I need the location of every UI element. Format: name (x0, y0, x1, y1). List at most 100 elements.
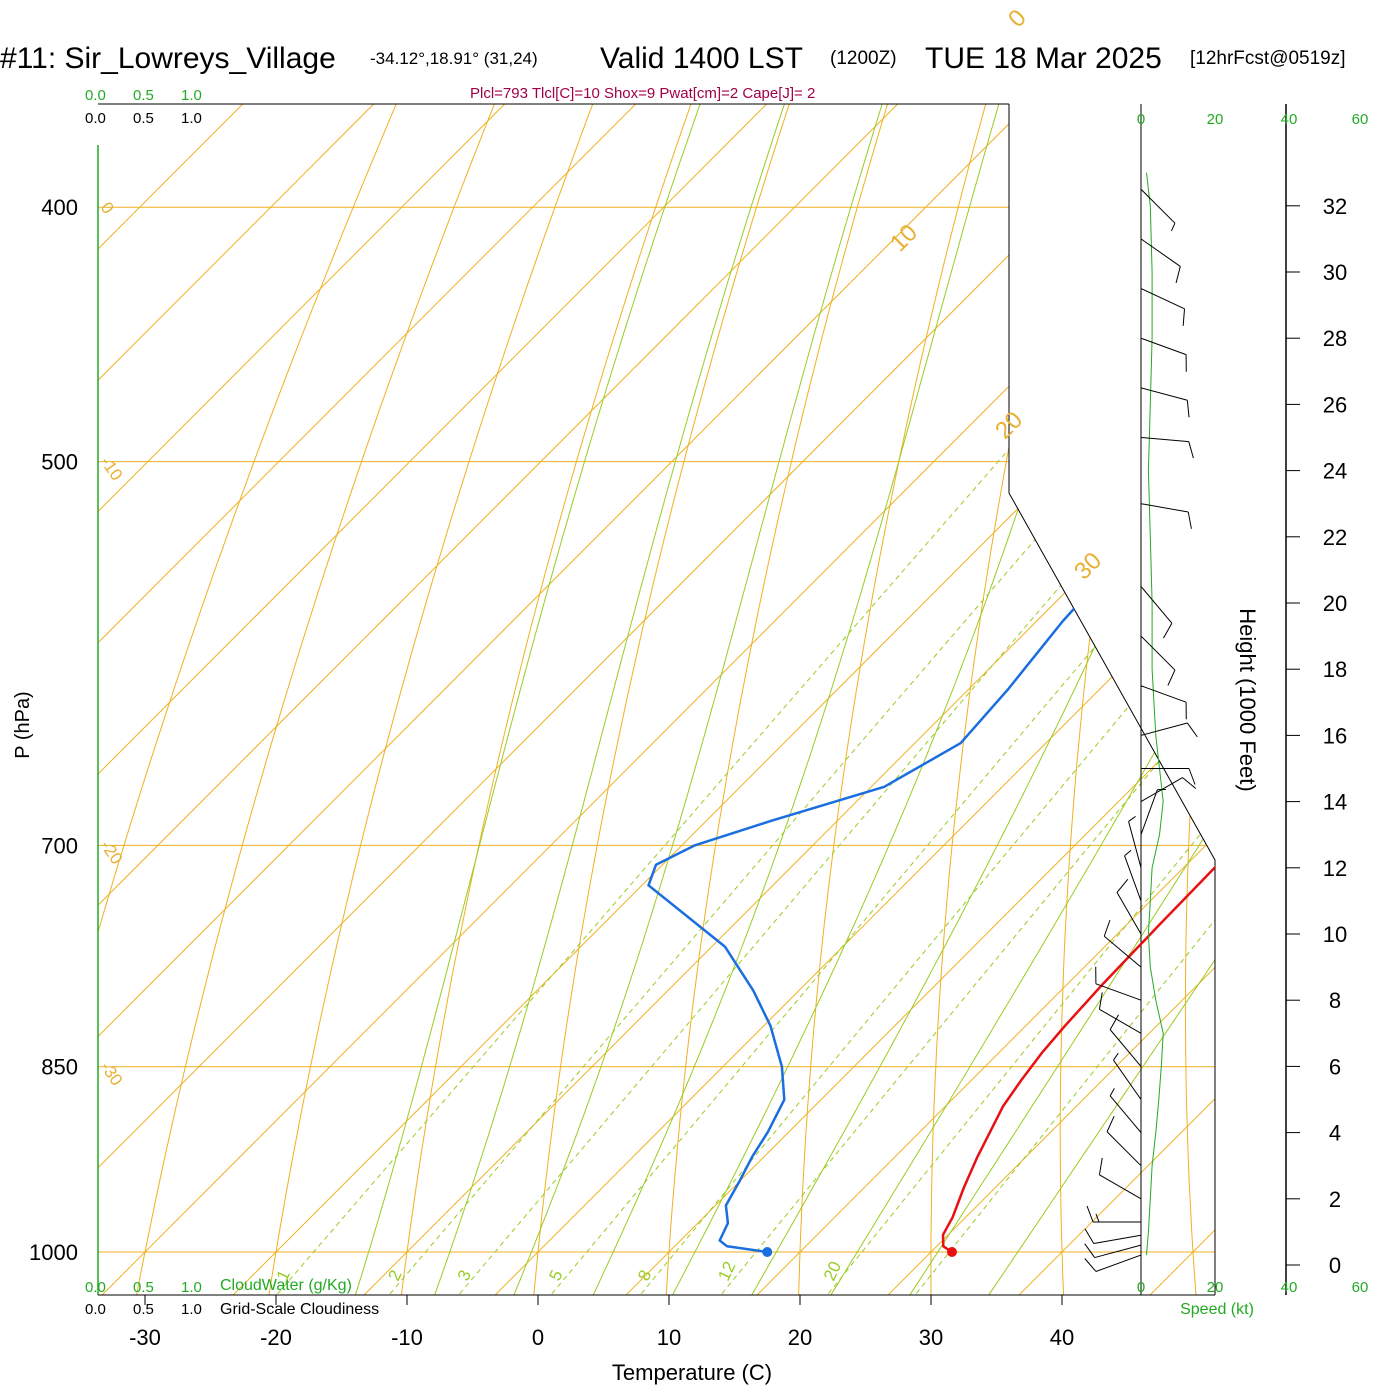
wind-barb-flag (1167, 669, 1176, 686)
mixing-ratio-label: 5 (545, 1267, 566, 1284)
x-tick-label: 20 (788, 1325, 812, 1350)
isotherm-line (98, 104, 1215, 1295)
height-tick-label: 24 (1323, 459, 1347, 484)
wind-barb (1140, 635, 1176, 686)
wind-barb-flag (1116, 878, 1129, 893)
wind-barb (1095, 966, 1142, 1001)
dry-adiabat-line (797, 104, 1139, 1295)
dry-adiabat-line (1059, 104, 1215, 1295)
wind-barb-staff (1113, 1059, 1142, 1100)
wind-barb (1140, 437, 1194, 459)
isotherm-label: -10 (97, 453, 127, 484)
x-tick-label: -10 (391, 1325, 423, 1350)
valid-date: TUE 18 Mar 2025 (925, 42, 1162, 75)
mixing-ratio-label: 2 (384, 1267, 405, 1284)
speed-tick-top-2: 40 (1281, 111, 1298, 128)
wind-barb (1086, 1205, 1141, 1223)
isotherm-line (482, 104, 1215, 1295)
wind-barb-flag (1103, 919, 1111, 937)
wind-barb-staff (1140, 288, 1185, 310)
dry-adiabat-line (532, 104, 965, 1295)
height-tick-label: 6 (1329, 1054, 1341, 1079)
isotherm-label: 30 (1069, 547, 1107, 585)
wind-barb (1116, 878, 1142, 935)
wind-barb (1140, 188, 1176, 232)
moist-adiabat-line (586, 104, 1138, 1295)
isotherm-label: 20 (990, 406, 1028, 444)
cloudwater-tick-top-2: 1.0 (181, 87, 202, 104)
wind-barb-flag (1175, 266, 1181, 284)
wind-barb (1140, 387, 1190, 418)
wind-barb (1140, 238, 1181, 284)
wind-speed-curve (1146, 172, 1164, 1256)
isotherm-line (1137, 104, 1215, 1295)
wind-barb-half-flag (1170, 222, 1176, 232)
cloudiness-tick-top-1: 0.5 (133, 110, 154, 127)
thermo-grid (98, 104, 1215, 1295)
wind-barb (1140, 503, 1192, 529)
moist-adiabat-line (351, 104, 868, 1295)
wind-barb (1140, 288, 1186, 326)
wind-barb (1113, 1052, 1142, 1100)
y-axis-title: P (hPa) (12, 691, 34, 758)
x-tick-label: -20 (260, 1325, 292, 1350)
isotherm-label: 10 (885, 219, 923, 257)
wind-barb-half-flag (1124, 849, 1132, 857)
wind-barb-half-flag (1109, 1088, 1115, 1097)
wind-barb (1084, 1243, 1142, 1259)
wind-barb (1084, 1254, 1142, 1272)
wind-barb (1103, 919, 1142, 968)
x-tick-label: 40 (1050, 1325, 1074, 1350)
speed-tick-bottom-1: 20 (1207, 1279, 1224, 1296)
wind-barb-staff (1109, 1029, 1142, 1067)
wind-barb (1140, 586, 1173, 639)
temperature-curve (941, 104, 1215, 1254)
dry-adiabat-line (266, 104, 790, 1295)
wind-barb-staff (1140, 437, 1189, 443)
isotherm-line (98, 104, 984, 1295)
moist-adiabat-line (822, 104, 1215, 1295)
wind-barb (1140, 722, 1198, 738)
pressure-tick-label: 500 (41, 450, 78, 475)
wind-barb-staff (1095, 1254, 1142, 1272)
wind-barb-staff (1099, 1174, 1142, 1200)
wind-barb-staff (1140, 722, 1188, 736)
isotherm-label: -20 (97, 837, 127, 868)
wind-barb (1124, 849, 1142, 902)
station-name: #11: Sir_Lowreys_Village (0, 42, 336, 75)
plot-right-edge (1008, 104, 1216, 1295)
x-tick-label: 0 (532, 1325, 544, 1350)
height-tick-label: 26 (1323, 392, 1347, 417)
mixing-ratio-line (377, 206, 1215, 1295)
utc-time: (1200Z) (830, 48, 897, 69)
isotherm-line (613, 104, 1215, 1295)
wind-barb-flag (1182, 777, 1197, 789)
dry-adiabat-line (1184, 104, 1215, 1295)
wind-barb-flag (1084, 1243, 1096, 1258)
sounding-curves (647, 104, 1215, 1257)
surface-temperature-dot (946, 1247, 957, 1257)
height-tick-label: 20 (1323, 591, 1347, 616)
pressure-tick-label: 850 (41, 1055, 78, 1080)
wind-barb-staff (1116, 892, 1142, 935)
height-tick-label: 16 (1323, 723, 1347, 748)
wind-barb-flag (1188, 441, 1194, 459)
x-tick-label: 10 (657, 1325, 681, 1350)
x-tick-label: -30 (129, 1325, 161, 1350)
speed-tick-top-3: 60 (1352, 111, 1369, 128)
cloudiness-tick-bottom-0: 0.0 (85, 1301, 106, 1318)
cloudiness-tick-bottom-2: 1.0 (181, 1301, 202, 1318)
isotherm-line (98, 104, 1115, 1295)
plot-frame (97, 103, 1300, 1305)
wind-barb-flag (1163, 622, 1173, 639)
cloudiness-tick-bottom-1: 0.5 (133, 1301, 154, 1318)
dry-adiabat-line (665, 104, 1052, 1295)
wind-barb-flag (1186, 722, 1198, 738)
pressure-tick-label: 700 (41, 833, 78, 858)
moist-adiabat-line (429, 104, 944, 1295)
height-tick-label: 10 (1323, 922, 1347, 947)
wind-barb-flag (1188, 768, 1196, 785)
height-tick-label: 22 (1323, 525, 1347, 550)
wind-barb-flag (1084, 1258, 1097, 1272)
